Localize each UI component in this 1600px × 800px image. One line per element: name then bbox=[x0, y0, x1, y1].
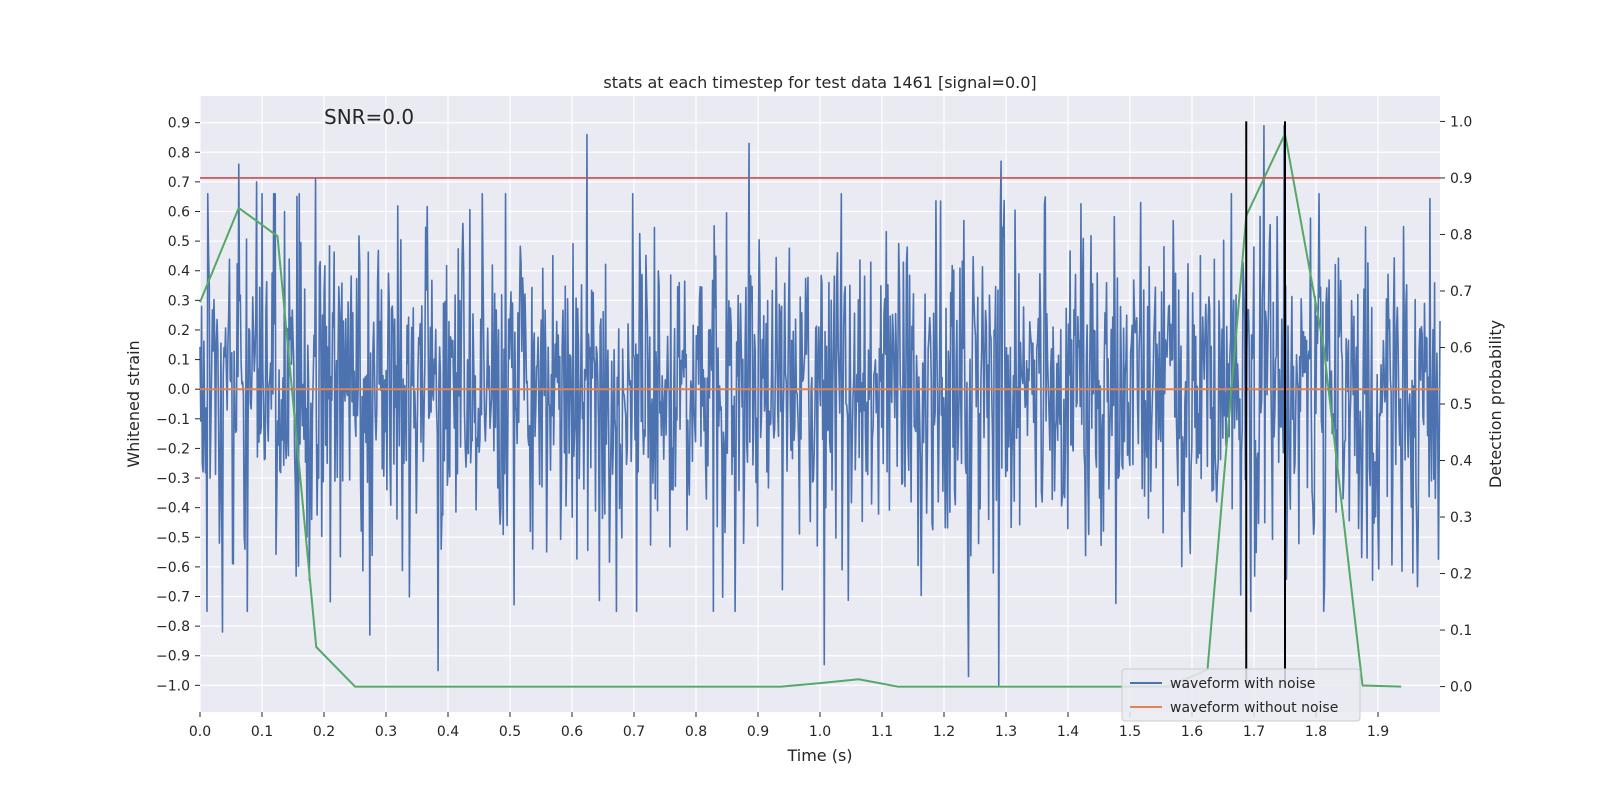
y-tick-label: 0.7 bbox=[168, 175, 190, 191]
y-tick-label: −0.8 bbox=[156, 619, 190, 635]
y-tick-label: −0.3 bbox=[156, 471, 190, 487]
x-axis: 0.0 0.1 0.2 0.3 0.4 0.5 0.6 0.7 0.8 0.9 1.0 1.1 1.2 1… bbox=[189, 712, 1389, 740]
x-tick-label: 1.9 bbox=[1367, 724, 1389, 740]
x-tick-label: 1.0 bbox=[809, 724, 831, 740]
y2-tick-label: 0.1 bbox=[1450, 623, 1472, 639]
x-tick-label: 1.8 bbox=[1305, 724, 1327, 740]
y-tick-label: 0.3 bbox=[168, 293, 190, 309]
y2-tick-label: 0.2 bbox=[1450, 567, 1472, 583]
x-tick-label: 0.7 bbox=[623, 724, 645, 740]
x-tick-label: 0.0 bbox=[189, 724, 211, 740]
y-tick-label: −0.9 bbox=[156, 649, 190, 665]
y2-axis-label: Detection probability bbox=[1486, 320, 1505, 488]
legend-label-clean: waveform without noise bbox=[1170, 700, 1338, 716]
x-tick-label: 0.6 bbox=[561, 724, 583, 740]
x-tick-label: 0.2 bbox=[313, 724, 335, 740]
y2-tick-label: 0.6 bbox=[1450, 340, 1472, 356]
x-axis-label: Time (s) bbox=[786, 746, 852, 765]
snr-annotation: SNR=0.0 bbox=[324, 105, 414, 129]
y2-tick-label: 0.0 bbox=[1450, 680, 1472, 696]
x-tick-label: 0.8 bbox=[685, 724, 707, 740]
series-line-waveform-with-noise bbox=[199, 124, 1441, 687]
y-tick-label: 0.0 bbox=[168, 382, 190, 398]
y-tick-label: −1.0 bbox=[156, 678, 190, 694]
y-tick-label: 0.6 bbox=[168, 205, 190, 221]
y-tick-label: 0.5 bbox=[168, 234, 190, 250]
y2-tick-label: 0.9 bbox=[1450, 171, 1472, 187]
y-tick-label: −0.4 bbox=[156, 501, 190, 517]
x-tick-label: 0.1 bbox=[251, 724, 273, 740]
x-tick-label: 1.4 bbox=[1057, 724, 1079, 740]
y-tick-label: −0.5 bbox=[156, 530, 190, 546]
x-tick-label: 0.5 bbox=[499, 724, 521, 740]
y2-tick-label: 0.4 bbox=[1450, 454, 1472, 470]
y-tick-label: −0.6 bbox=[156, 560, 190, 576]
y-axis-right: 1.0 0.9 0.8 0.7 0.6 0.5 0.4 0.3 0.2 0.1 0.0 bbox=[1440, 114, 1472, 696]
legend-box bbox=[1121, 668, 1361, 722]
y2-tick-label: 0.8 bbox=[1450, 227, 1472, 243]
y2-tick-label: 0.5 bbox=[1450, 397, 1472, 413]
y-tick-label: 0.8 bbox=[168, 145, 190, 161]
y-tick-label: 0.4 bbox=[168, 264, 190, 280]
x-tick-label: 0.9 bbox=[747, 724, 769, 740]
x-tick-label: 0.4 bbox=[437, 724, 459, 740]
chart-title: stats at each timestep for test data 146… bbox=[603, 73, 1036, 92]
y2-tick-label: 1.0 bbox=[1450, 114, 1472, 130]
x-tick-label: 1.5 bbox=[1119, 724, 1141, 740]
legend: waveform with noise waveform without noi… bbox=[1121, 668, 1361, 722]
y-axis-label: Whitened strain bbox=[124, 340, 143, 467]
x-tick-label: 1.3 bbox=[995, 724, 1017, 740]
x-tick-label: 1.1 bbox=[871, 724, 893, 740]
y-tick-label: 0.2 bbox=[168, 323, 190, 339]
y-axis-left: 0.9 0.8 0.7 0.6 0.5 0.4 0.3 0.2 0.1 0.0 −0.1 −0.2 −0… bbox=[156, 116, 200, 694]
x-tick-label: 1.2 bbox=[933, 724, 955, 740]
x-tick-label: 1.7 bbox=[1243, 724, 1265, 740]
y-tick-label: −0.1 bbox=[156, 412, 190, 428]
legend-label-noise: waveform with noise bbox=[1170, 676, 1315, 692]
x-tick-label: 1.6 bbox=[1181, 724, 1203, 740]
y-tick-label: −0.7 bbox=[156, 590, 190, 606]
x-tick-label: 0.3 bbox=[375, 724, 397, 740]
y2-tick-label: 0.7 bbox=[1450, 284, 1472, 300]
y2-tick-label: 0.3 bbox=[1450, 510, 1472, 526]
y-tick-label: −0.2 bbox=[156, 441, 190, 457]
y-tick-label: 0.9 bbox=[168, 116, 190, 132]
y-tick-label: 0.1 bbox=[168, 353, 190, 369]
